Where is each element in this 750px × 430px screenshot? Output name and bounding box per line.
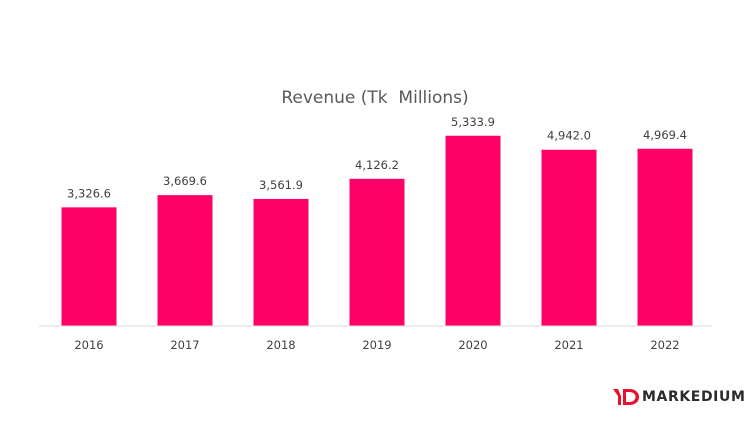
x-tick-label-2017: 2017: [170, 338, 199, 352]
bar-2016: [61, 207, 117, 326]
tick-labels-group: 2016 2017 2018 2019 2020 2021 2022: [74, 338, 679, 352]
x-tick-label-2020: 2020: [458, 338, 487, 352]
md-logo-icon: [613, 389, 639, 405]
x-tick-label-2022: 2022: [650, 338, 679, 352]
data-label-2017: 3,669.6: [163, 174, 207, 188]
logo-text: MARKEDIUM: [642, 389, 746, 405]
bar-2022: [637, 148, 693, 326]
bar-2019: [349, 178, 405, 326]
data-label-2019: 4,126.2: [355, 158, 399, 172]
bar-2020: [445, 135, 501, 326]
bar-2017: [157, 195, 213, 326]
x-tick-label-2021: 2021: [554, 338, 583, 352]
data-label-2020: 5,333.9: [451, 115, 495, 129]
data-label-2021: 4,942.0: [547, 129, 591, 143]
bar-2021: [541, 149, 597, 326]
x-tick-label-2016: 2016: [74, 338, 103, 352]
data-labels-group: 3,326.6 3,669.6 3,561.9 4,126.2 5,333.9 4,942…: [67, 115, 687, 201]
bars-group: [61, 135, 693, 326]
bar-2018: [253, 198, 309, 326]
data-label-2022: 4,969.4: [643, 128, 687, 142]
x-tick-label-2018: 2018: [266, 338, 295, 352]
markedium-logo: MARKEDIUM: [612, 386, 746, 408]
data-label-2018: 3,561.9: [259, 178, 303, 192]
x-tick-label-2019: 2019: [362, 338, 391, 352]
data-label-2016: 3,326.6: [67, 186, 111, 200]
chart-title: Revenue (Tk Millions): [281, 88, 468, 108]
